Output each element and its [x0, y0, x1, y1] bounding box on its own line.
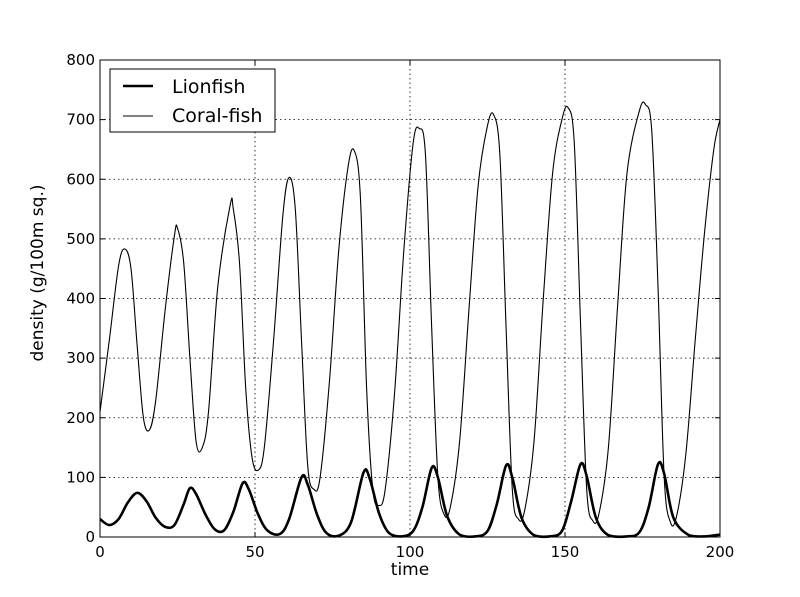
legend: Lionfish Coral-fish: [109, 68, 276, 133]
legend-box: [109, 68, 276, 133]
y-tick-label: 300: [66, 349, 95, 367]
y-axis-label: density (g/100m sq.): [28, 185, 48, 362]
legend-coral-fish-label: Coral-fish: [172, 105, 262, 127]
x-tick-label: 50: [245, 543, 264, 561]
y-tick-label: 800: [66, 51, 95, 69]
x-tick-label: 100: [396, 543, 425, 561]
y-tick-label: 100: [66, 468, 95, 486]
lionfish-series-line: [99, 460, 721, 539]
series-layer: [99, 101, 721, 539]
y-tick-label: 200: [66, 409, 95, 427]
y-tick-label: 700: [66, 111, 95, 129]
y-tick-label: 0: [85, 528, 95, 546]
grid-lines: [100, 60, 720, 537]
x-tick-label: 150: [551, 543, 580, 561]
tick-labels: 0 50 100 150 200 0 100 200 300 400 500 600 700 800: [66, 51, 734, 561]
x-axis-label: time: [391, 560, 429, 580]
x-tick-label: 200: [706, 543, 735, 561]
y-tick-label: 600: [66, 170, 95, 188]
y-tick-label: 500: [66, 230, 95, 248]
axis-ticks: [99, 59, 721, 538]
legend-lionfish-label: Lionfish: [172, 76, 245, 98]
y-tick-label: 400: [66, 290, 95, 308]
coral-fish-series-line: [99, 101, 721, 527]
x-tick-label: 0: [95, 543, 105, 561]
